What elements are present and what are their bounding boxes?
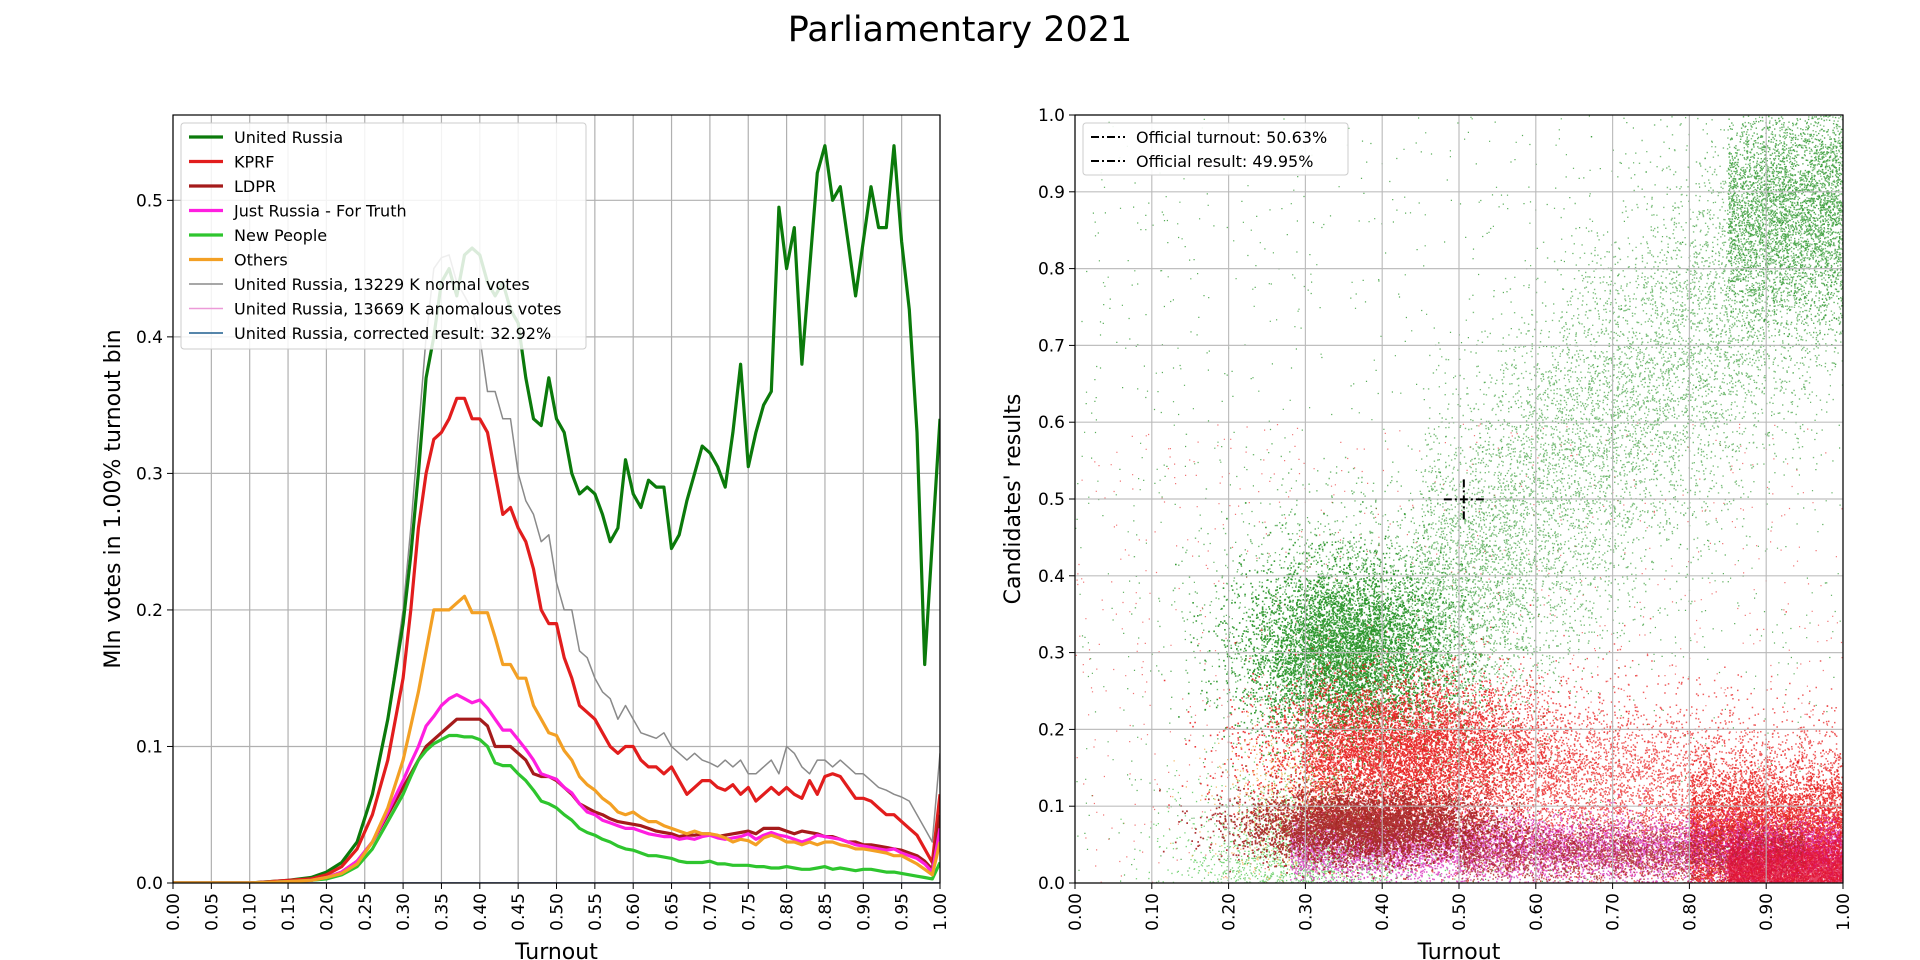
legend-entry: United Russia, corrected result: 32.92% bbox=[234, 324, 551, 343]
x-tick-label: 0.40 bbox=[1373, 893, 1393, 931]
x-tick-label: 0.20 bbox=[317, 893, 337, 931]
y-tick-label: 0.1 bbox=[1038, 797, 1065, 817]
x-tick-label: 0.70 bbox=[701, 893, 721, 931]
legend-entry: United Russia bbox=[234, 128, 343, 147]
y-tick-label: 0.9 bbox=[1038, 183, 1065, 203]
y-tick-label: 0.1 bbox=[136, 737, 163, 757]
x-tick-label: 0.35 bbox=[432, 893, 452, 931]
x-tick-label: 0.10 bbox=[241, 893, 261, 931]
y-axis-label: Mln votes in 1.00% turnout bin bbox=[101, 329, 126, 668]
y-tick-label: 0.5 bbox=[136, 191, 163, 211]
x-tick-label: 0.80 bbox=[1680, 893, 1700, 931]
x-tick-label: 0.65 bbox=[663, 893, 683, 931]
x-tick-label: 0.95 bbox=[893, 893, 913, 931]
y-tick-label: 0.0 bbox=[1038, 874, 1065, 894]
x-tick-label: 0.20 bbox=[1220, 893, 1240, 931]
x-tick-label: 0.90 bbox=[1757, 893, 1777, 931]
x-tick-label: 0.85 bbox=[816, 893, 836, 931]
y-tick-label: 0.3 bbox=[1038, 644, 1065, 664]
y-tick-label: 0.6 bbox=[1038, 413, 1065, 433]
y-tick-label: 0.3 bbox=[136, 464, 163, 484]
x-tick-label: 0.80 bbox=[778, 893, 798, 931]
y-tick-label: 0.8 bbox=[1038, 260, 1065, 280]
x-tick-label: 0.45 bbox=[509, 893, 529, 931]
legend: United Russia KPRF LDPR Just Russia - For T… bbox=[181, 123, 586, 349]
y-tick-label: 0.7 bbox=[1038, 336, 1065, 356]
x-tick-label: 1.00 bbox=[1834, 893, 1854, 931]
x-tick-label: 0.90 bbox=[854, 893, 874, 931]
legend-entry: LDPR bbox=[234, 177, 276, 196]
x-tick-label: 0.60 bbox=[624, 893, 644, 931]
x-tick-label: 0.15 bbox=[279, 893, 299, 931]
right-scatter-chart: 0.00 0.10 0.20 0.30 0.40 0.50 0.60 0.70 0.80 0.90… bbox=[1001, 106, 1854, 960]
x-tick-label: 0.75 bbox=[739, 893, 759, 931]
legend-entry: United Russia, 13669 K anomalous votes bbox=[234, 300, 561, 319]
x-tick-label: 0.40 bbox=[471, 893, 491, 931]
x-tick-label: 0.30 bbox=[394, 893, 414, 931]
y-axis-label: Candidates' results bbox=[1001, 394, 1026, 605]
left-line-chart: 0.00 0.05 0.10 0.15 0.20 0.25 0.30 0.35 0.40 0.45… bbox=[101, 115, 951, 960]
x-axis-label: Turnout bbox=[1417, 940, 1501, 960]
legend-entry: New People bbox=[234, 226, 327, 245]
x-tick-label: 0.00 bbox=[1066, 893, 1086, 931]
legend-entry: Others bbox=[234, 251, 288, 270]
y-tick-label: 0.0 bbox=[136, 874, 163, 894]
x-tick-label: 0.10 bbox=[1143, 893, 1163, 931]
y-tick-label: 0.4 bbox=[1038, 567, 1065, 587]
x-tick-label: 0.05 bbox=[202, 893, 222, 931]
y-tick-label: 0.2 bbox=[1038, 720, 1065, 740]
x-tick-label: 0.60 bbox=[1527, 893, 1547, 931]
x-tick-label: 0.70 bbox=[1604, 893, 1624, 931]
x-tick-label: 0.30 bbox=[1296, 893, 1316, 931]
y-tick-label: 0.2 bbox=[136, 601, 163, 621]
x-tick-label: 0.50 bbox=[548, 893, 568, 931]
x-tick-label: 0.25 bbox=[356, 893, 376, 931]
x-tick-label: 0.55 bbox=[586, 893, 606, 931]
x-tick-label: 1.00 bbox=[931, 893, 951, 931]
y-tick-label: 0.4 bbox=[136, 328, 163, 348]
scatter-cloud bbox=[1728, 116, 1845, 377]
x-axis-label: Turnout bbox=[514, 940, 598, 960]
y-tick-label: 0.5 bbox=[1038, 490, 1065, 510]
x-tick-label: 0.00 bbox=[164, 893, 184, 931]
legend-entry: Official result: 49.95% bbox=[1136, 152, 1313, 171]
legend: Official turnout: 50.63% Official result:… bbox=[1083, 123, 1348, 175]
y-tick-label: 1.0 bbox=[1038, 106, 1065, 126]
legend-entry: Just Russia - For Truth bbox=[233, 202, 407, 221]
legend-entry: KPRF bbox=[234, 153, 274, 172]
legend-entry: Official turnout: 50.63% bbox=[1136, 128, 1327, 147]
x-tick-label: 0.50 bbox=[1450, 893, 1470, 931]
legend-entry: United Russia, 13229 K normal votes bbox=[234, 275, 530, 294]
